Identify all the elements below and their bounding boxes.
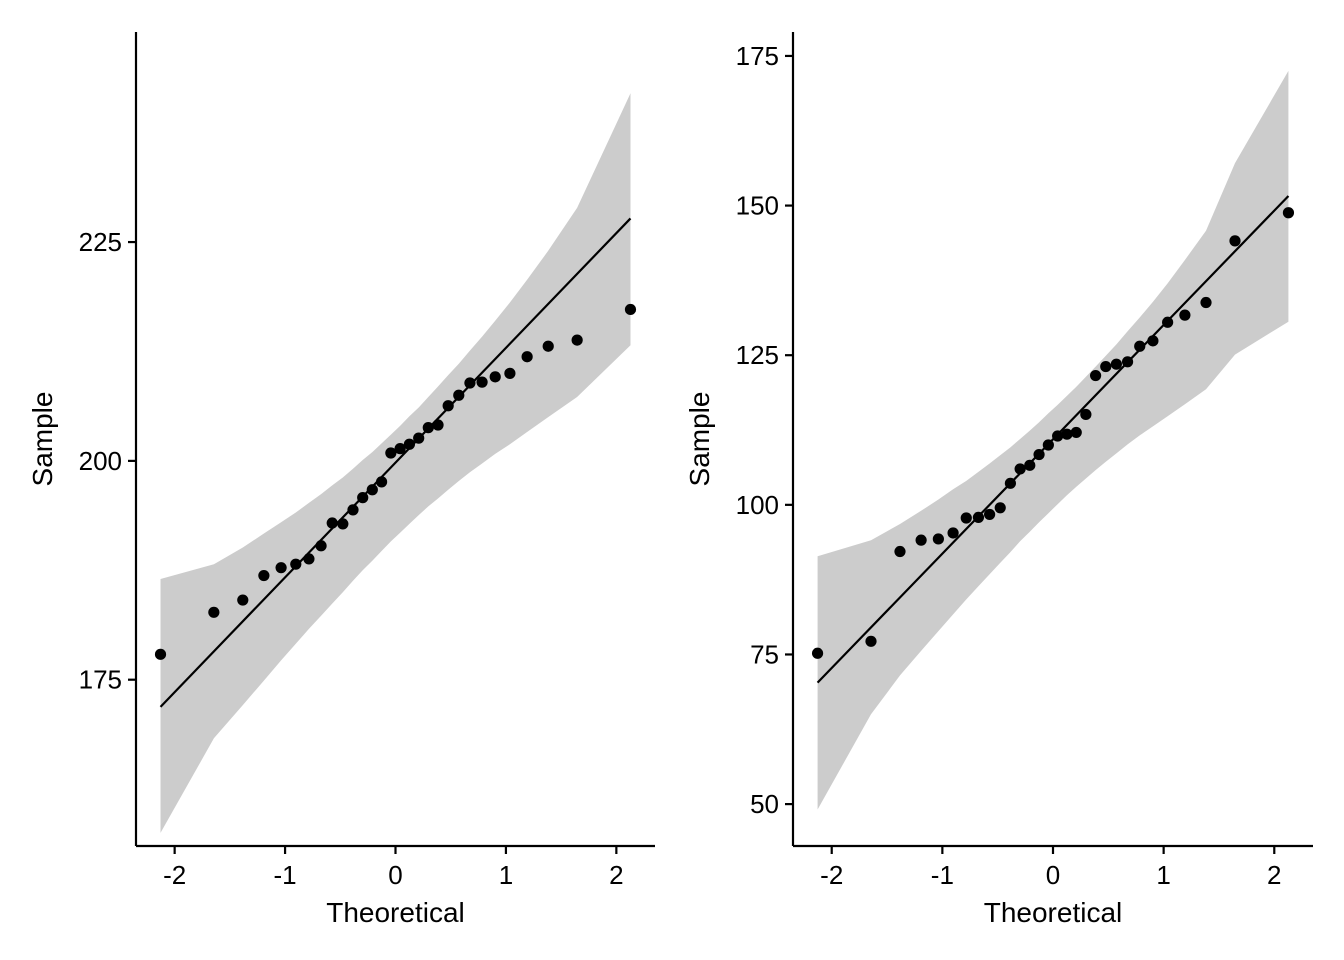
- data-point: [1179, 309, 1191, 321]
- x-tick-label: 1: [1156, 860, 1170, 890]
- data-point: [489, 371, 501, 383]
- x-tick-label: 0: [388, 860, 402, 890]
- y-axis-title: Sample: [27, 392, 58, 487]
- data-point: [290, 558, 302, 570]
- data-point: [208, 606, 220, 618]
- data-point: [357, 492, 369, 504]
- data-point: [403, 438, 416, 450]
- data-point: [422, 422, 434, 434]
- data-point: [258, 569, 270, 582]
- data-point: [413, 432, 425, 444]
- data-point: [154, 648, 167, 660]
- reference-line: [159, 217, 632, 708]
- x-axis-title: Theoretical: [326, 897, 465, 928]
- data-point: [915, 534, 927, 546]
- x-tick-label: 1: [499, 860, 513, 890]
- data-point: [1014, 463, 1026, 475]
- data-point: [1080, 408, 1092, 421]
- data-point: [432, 419, 444, 431]
- y-tick-label: 175: [736, 41, 779, 71]
- x-tick-label: 2: [609, 860, 623, 890]
- data-point: [326, 517, 338, 529]
- y-tick-label: 75: [750, 639, 779, 669]
- data-point: [275, 562, 287, 574]
- qq-panel-1: -2 -1 0 1 2 175 200 225 Theoretical Sample: [27, 32, 655, 928]
- data-point: [947, 527, 959, 539]
- y-tick-label: 225: [79, 227, 122, 257]
- data-point: [366, 484, 378, 496]
- data-point: [303, 553, 315, 565]
- data-point: [1061, 428, 1073, 440]
- data-point: [442, 400, 454, 412]
- data-point: [1121, 356, 1134, 368]
- x-tick-label: -2: [820, 860, 843, 890]
- data-point: [504, 367, 516, 379]
- data-point: [1052, 430, 1064, 442]
- data-point: [394, 443, 406, 455]
- data-point: [1004, 477, 1017, 489]
- data-point: [811, 647, 824, 659]
- data-point: [960, 512, 972, 524]
- data-point: [894, 545, 906, 558]
- x-tick-label: 2: [1267, 860, 1281, 890]
- y-tick-label: 100: [736, 490, 779, 520]
- data-point: [1070, 426, 1082, 439]
- data-point: [375, 476, 388, 488]
- data-point: [1229, 235, 1241, 247]
- y-tick-label: 50: [750, 789, 779, 819]
- data-point: [1089, 369, 1102, 382]
- x-axis-title: Theoretical: [984, 897, 1123, 928]
- data-point: [1033, 448, 1045, 461]
- data-point: [1200, 296, 1212, 309]
- data-point: [1134, 340, 1146, 352]
- y-tick-label: 125: [736, 340, 779, 370]
- data-point: [337, 518, 349, 530]
- data-point: [865, 635, 877, 647]
- data-point: [385, 447, 397, 459]
- data-point: [984, 508, 996, 521]
- y-axis-title: Sample: [684, 392, 715, 487]
- x-tick-label: -1: [931, 860, 954, 890]
- reference-line: [816, 195, 1290, 684]
- data-point: [1042, 439, 1054, 451]
- data-point: [994, 502, 1006, 514]
- data-point: [1110, 358, 1122, 370]
- data-point: [624, 303, 637, 316]
- data-point: [542, 340, 554, 352]
- x-tick-label: -2: [163, 860, 186, 890]
- qq-panel-2: -2 -1 0 1 2 50 75 100 125 150 175 Theoretical Sample: [684, 32, 1313, 928]
- y-tick-label: 175: [79, 665, 122, 695]
- data-point: [972, 511, 985, 524]
- y-tick-label: 200: [79, 446, 122, 476]
- data-point: [315, 540, 327, 552]
- data-point: [464, 377, 476, 389]
- data-point: [347, 504, 359, 516]
- data-point: [1100, 360, 1112, 373]
- data-point: [521, 351, 533, 363]
- data-point: [476, 376, 488, 388]
- data-point: [1162, 316, 1174, 328]
- data-point: [1147, 335, 1159, 347]
- y-tick-label: 150: [736, 191, 779, 221]
- data-point: [932, 533, 944, 545]
- x-tick-label: 0: [1046, 860, 1060, 890]
- data-point: [1282, 207, 1295, 219]
- data-point: [571, 334, 583, 346]
- x-tick-label: -1: [274, 860, 297, 890]
- data-point: [453, 389, 465, 401]
- data-point: [1024, 459, 1036, 471]
- data-point: [237, 594, 249, 606]
